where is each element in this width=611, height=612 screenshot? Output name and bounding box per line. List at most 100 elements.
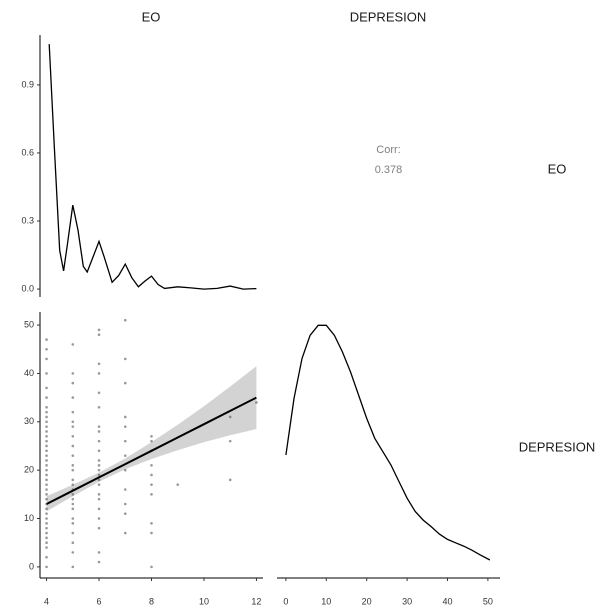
point xyxy=(45,507,48,511)
point xyxy=(45,473,48,477)
point xyxy=(123,502,127,506)
point xyxy=(45,555,48,559)
point xyxy=(45,430,48,433)
point xyxy=(45,405,48,409)
y-tick-label: 0.0 xyxy=(21,283,34,293)
point xyxy=(150,434,153,438)
x-tick-label: 8 xyxy=(149,596,154,606)
point xyxy=(45,531,48,535)
point xyxy=(71,551,75,554)
point xyxy=(71,565,75,569)
x-tick-label: 30 xyxy=(402,596,412,606)
y-tick-label: 0.3 xyxy=(21,215,34,225)
point xyxy=(45,338,48,341)
point xyxy=(150,565,153,569)
point xyxy=(45,522,48,525)
x-tick-label: 20 xyxy=(362,596,372,606)
point xyxy=(45,512,48,515)
point xyxy=(45,420,48,424)
density-line xyxy=(285,324,491,561)
point xyxy=(150,531,153,535)
point xyxy=(45,444,48,448)
x-tick-label: 12 xyxy=(251,596,261,606)
point xyxy=(71,454,75,457)
point xyxy=(45,478,48,482)
point xyxy=(228,439,232,443)
point xyxy=(97,362,101,366)
point xyxy=(176,483,180,486)
x-tick-label: 4 xyxy=(44,596,49,606)
y-tick-label: 20 xyxy=(24,465,34,475)
point xyxy=(45,546,48,549)
x-tick-label: 50 xyxy=(483,596,493,606)
point xyxy=(45,454,48,457)
point xyxy=(97,473,101,477)
point xyxy=(45,565,48,569)
point xyxy=(45,415,48,419)
point xyxy=(45,464,48,467)
point xyxy=(97,517,101,520)
point xyxy=(97,507,101,511)
correlation-label: Corr: xyxy=(376,144,400,156)
density-line xyxy=(48,44,257,290)
point xyxy=(71,444,75,448)
point xyxy=(123,488,127,491)
point xyxy=(123,415,127,419)
point xyxy=(150,483,153,486)
point xyxy=(71,507,75,511)
point xyxy=(97,551,101,554)
point xyxy=(123,425,127,428)
point xyxy=(45,410,48,414)
y-tick-label: 0.6 xyxy=(21,147,34,157)
point xyxy=(97,464,101,467)
point xyxy=(71,517,75,520)
point xyxy=(45,439,48,443)
point xyxy=(123,381,127,385)
point xyxy=(45,488,48,491)
point xyxy=(123,512,127,515)
row-label: DEPRESION xyxy=(519,439,596,454)
point xyxy=(97,405,101,409)
point xyxy=(97,493,101,496)
y-tick-label: 50 xyxy=(24,319,34,329)
point xyxy=(228,415,232,419)
point xyxy=(71,522,75,525)
point xyxy=(97,425,101,428)
point xyxy=(71,381,75,385)
point xyxy=(228,478,232,482)
point xyxy=(97,459,101,462)
point xyxy=(45,517,48,520)
confidence-band xyxy=(46,366,257,512)
row-label: EO xyxy=(548,161,567,176)
point xyxy=(45,347,48,351)
point xyxy=(123,357,127,361)
x-tick-label: 10 xyxy=(199,596,209,606)
point xyxy=(45,459,48,462)
x-tick-label: 10 xyxy=(321,596,331,606)
y-tick-label: 0 xyxy=(29,561,34,571)
point xyxy=(71,478,75,482)
x-tick-label: 0 xyxy=(283,596,288,606)
point xyxy=(255,401,258,404)
point xyxy=(97,391,101,395)
point xyxy=(45,386,48,390)
point xyxy=(97,478,101,482)
point xyxy=(97,430,101,433)
point xyxy=(45,357,48,361)
point xyxy=(45,434,48,438)
point xyxy=(97,328,101,332)
y-tick-label: 40 xyxy=(24,368,34,378)
point xyxy=(45,497,48,501)
point xyxy=(123,439,127,443)
point xyxy=(71,420,75,424)
y-tick-label: 0.9 xyxy=(21,79,34,89)
x-tick-label: 6 xyxy=(97,596,102,606)
point xyxy=(45,425,48,428)
point xyxy=(71,410,75,414)
point xyxy=(45,493,48,496)
point xyxy=(150,522,153,525)
point xyxy=(71,541,75,544)
point xyxy=(123,454,127,457)
point xyxy=(97,333,101,337)
